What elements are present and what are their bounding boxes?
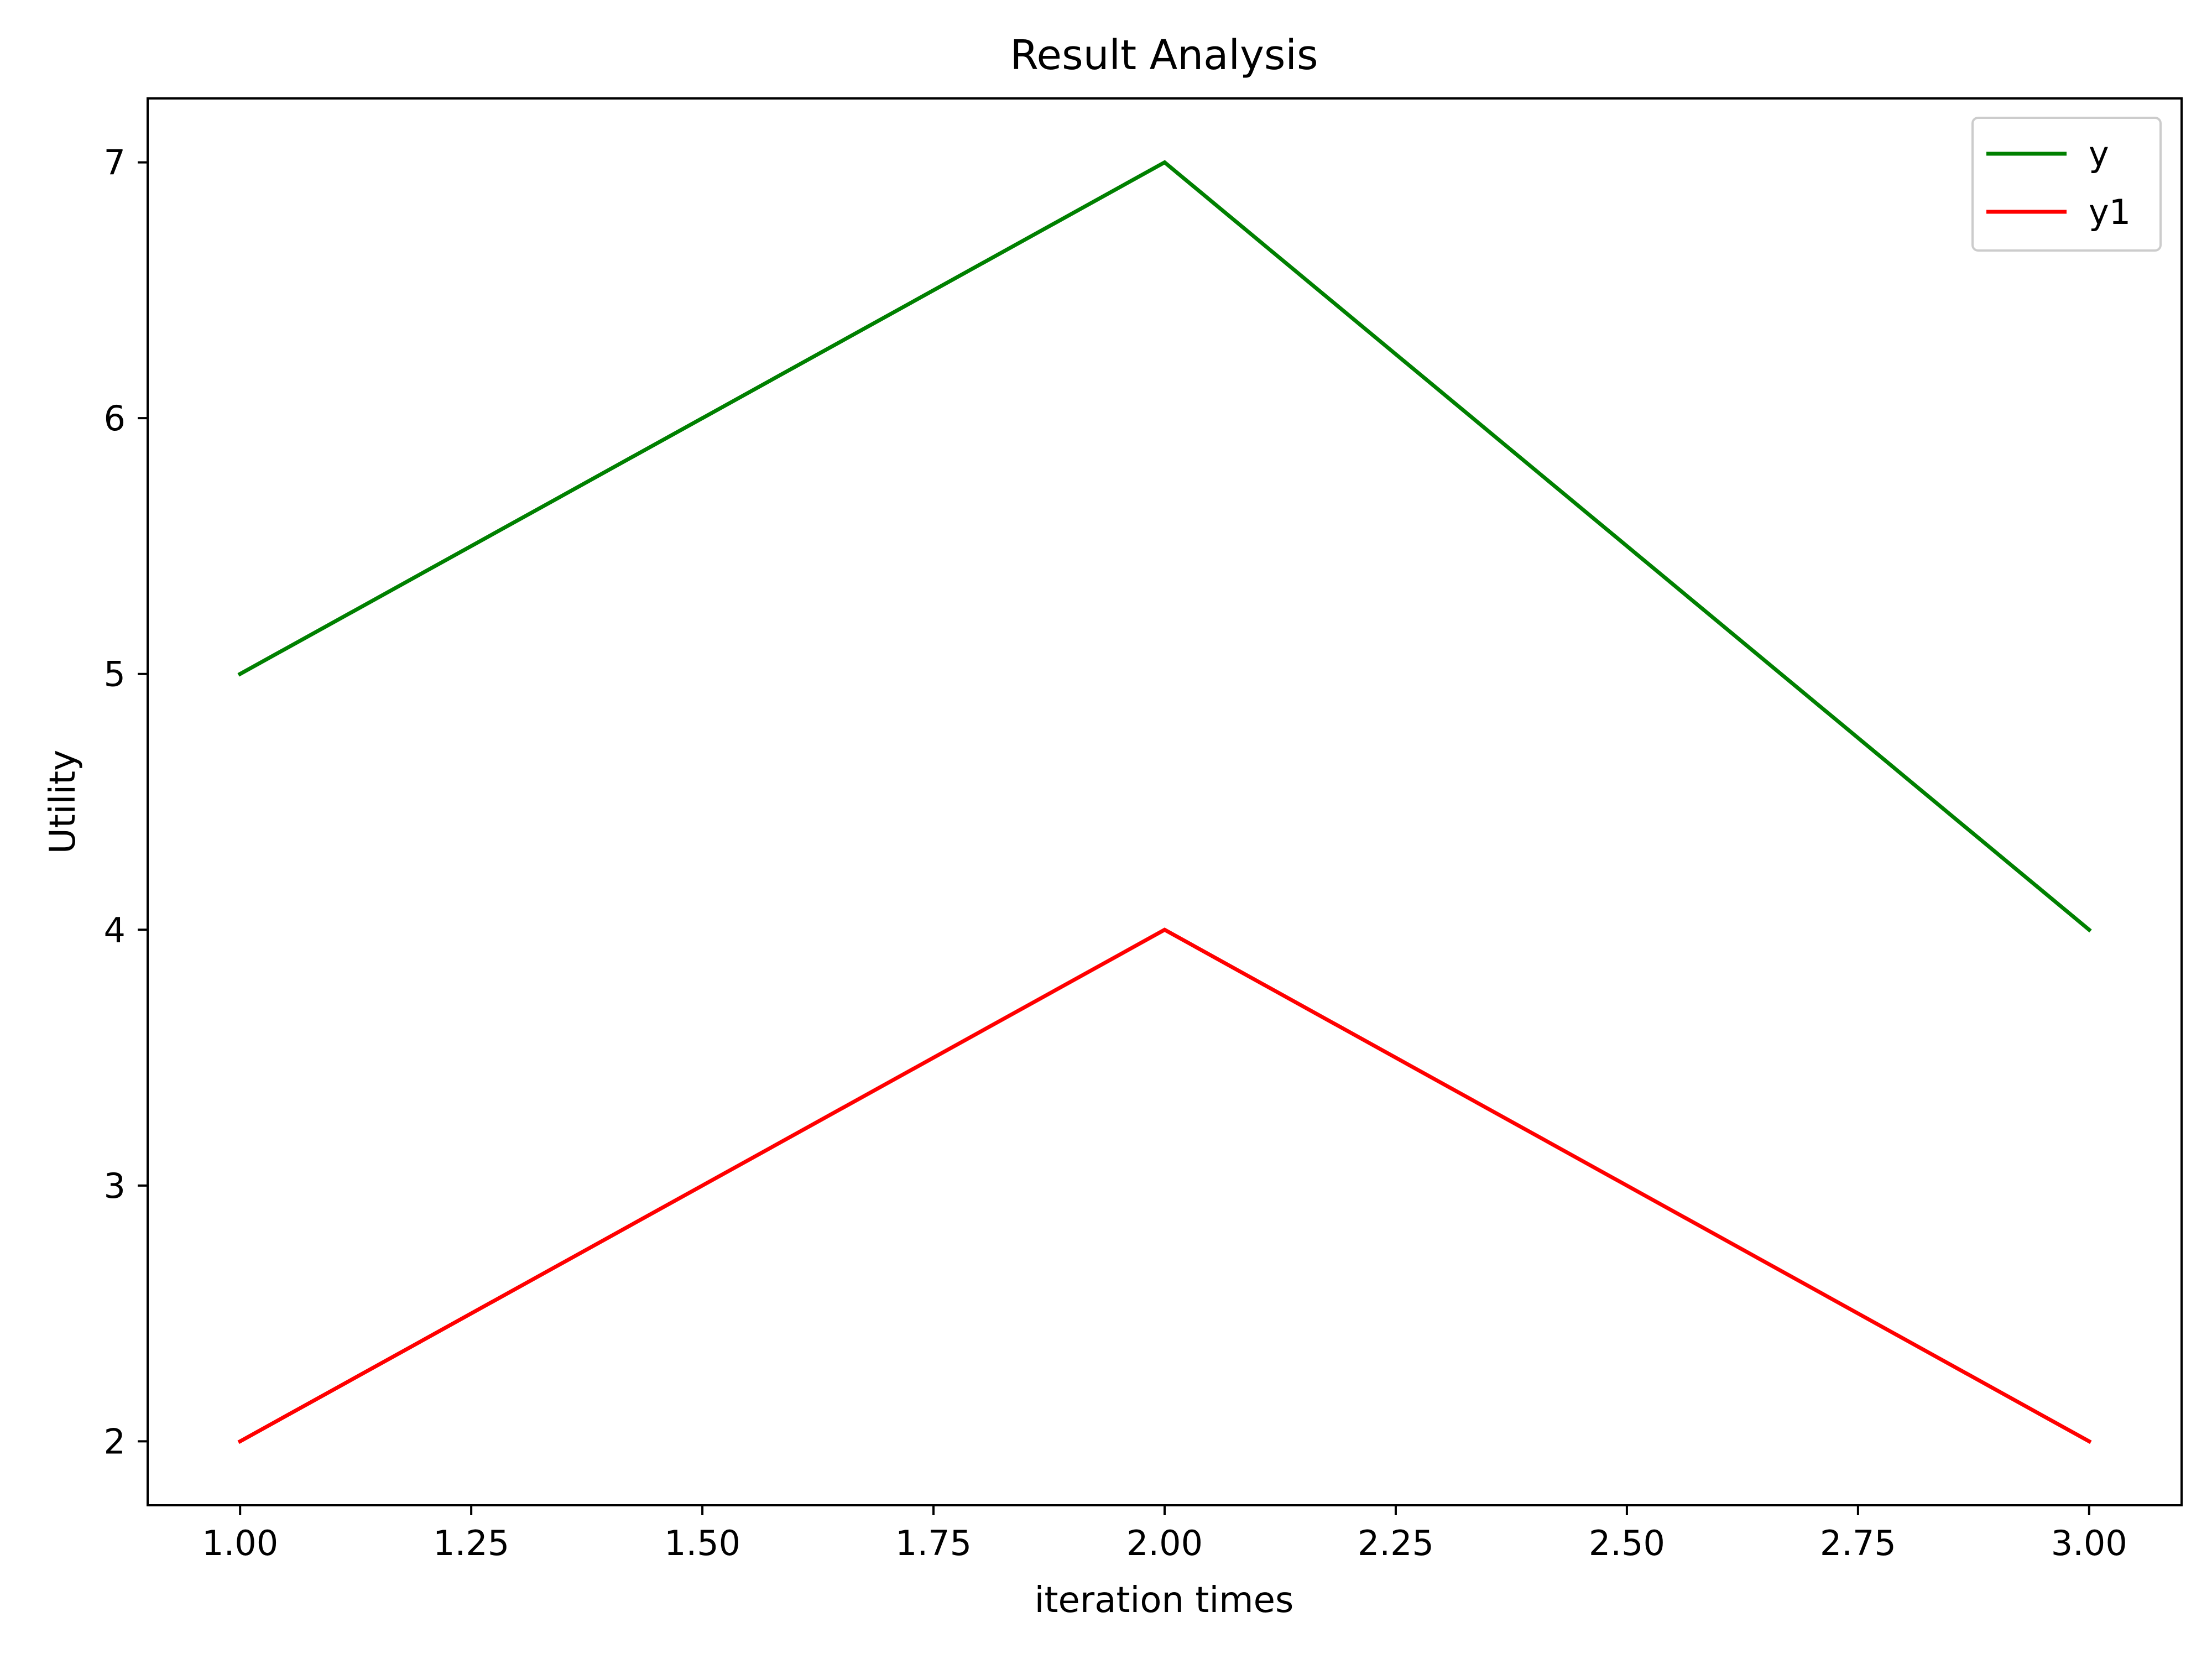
series-line-y: [237, 160, 2092, 933]
legend: y y1: [1971, 117, 2162, 252]
legend-box: [1971, 117, 2162, 252]
x-tick-label: 1.25: [433, 1523, 509, 1563]
y-tick-label: 6: [104, 398, 126, 439]
x-tick-label: 1.75: [895, 1523, 972, 1563]
chart-title: Result Analysis: [1010, 32, 1318, 79]
legend-label-y: y: [2089, 134, 2109, 174]
y-tick-label: 4: [104, 910, 126, 950]
y-tick-label: 2: [104, 1421, 126, 1462]
x-tick-label: 1.50: [664, 1523, 740, 1563]
y-tick-label: 7: [104, 143, 126, 183]
x-tick-label: 1.00: [202, 1523, 278, 1563]
series-line-y1: [237, 927, 2092, 1444]
y-tick-label: 3: [104, 1166, 126, 1206]
x-tick-label: 2.25: [1358, 1523, 1434, 1563]
x-tick-label: 3.00: [2051, 1523, 2127, 1563]
x-tick-label: 2.75: [1820, 1523, 1896, 1563]
legend-label-y1: y1: [2089, 192, 2131, 232]
y-tick-label: 5: [104, 654, 126, 695]
x-tick-label: 2.50: [1589, 1523, 1665, 1563]
x-tick-label: 2.00: [1126, 1523, 1203, 1563]
y-axis-label: Utility: [43, 750, 84, 854]
plot-area: 1.00 1.25 1.50 1.75 2.00 2.25 2.50 2.75 3.00 2 3 4 5…: [104, 97, 2183, 1563]
x-axis-label: iteration times: [1035, 1580, 1294, 1621]
